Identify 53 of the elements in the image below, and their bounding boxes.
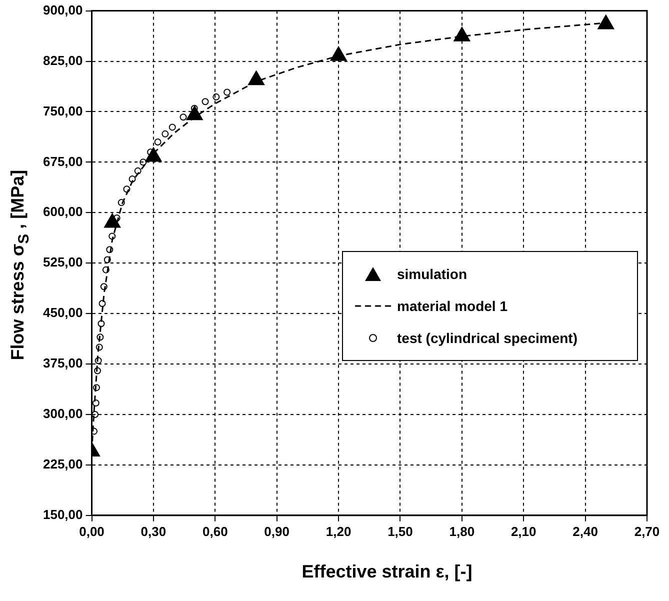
point bbox=[128, 176, 136, 182]
point bbox=[212, 93, 220, 100]
y-tick-label: 525,00 bbox=[42, 254, 83, 270]
y-tick-label: 225,00 bbox=[42, 456, 83, 472]
x-tick-label: 0,30 bbox=[140, 524, 166, 539]
point bbox=[96, 344, 103, 351]
point bbox=[162, 130, 169, 138]
point bbox=[92, 410, 99, 418]
y-tick-label: 750,00 bbox=[42, 103, 83, 118]
x-tick-label: 2,70 bbox=[634, 524, 660, 539]
y-tick-label: 150,00 bbox=[42, 506, 83, 522]
x-tick-label: 0,60 bbox=[202, 524, 228, 539]
point bbox=[104, 256, 111, 264]
point bbox=[92, 428, 98, 435]
point bbox=[96, 334, 104, 341]
y-tick-label: 900,00 bbox=[42, 2, 83, 18]
point bbox=[180, 114, 187, 121]
legend-label: simulation bbox=[397, 266, 468, 282]
y-tick-label: 825,00 bbox=[42, 52, 83, 68]
point bbox=[102, 266, 110, 274]
x-tick-label: 1,80 bbox=[449, 524, 475, 539]
point bbox=[154, 138, 162, 146]
y-tick-label: 600,00 bbox=[42, 204, 83, 220]
y-tick-label: 375,00 bbox=[42, 356, 83, 371]
x-tick-label: 2,40 bbox=[572, 524, 598, 539]
point bbox=[140, 158, 147, 166]
point bbox=[106, 246, 114, 254]
x-tick-label: 2,10 bbox=[510, 524, 536, 539]
point bbox=[224, 88, 231, 96]
x-tick-label: 0,00 bbox=[79, 524, 104, 539]
point bbox=[108, 232, 116, 240]
point bbox=[94, 357, 102, 364]
y-tick-label: 675,00 bbox=[42, 154, 83, 169]
x-axis-title: Effective strain ε, [-] bbox=[302, 562, 472, 582]
point bbox=[92, 384, 100, 392]
point bbox=[98, 300, 106, 307]
legend-label: test (cylindrical speciment) bbox=[397, 330, 578, 346]
point bbox=[98, 320, 105, 328]
y-tick-label: 450,00 bbox=[42, 305, 83, 320]
y-tick-label: 300,00 bbox=[42, 406, 83, 422]
point bbox=[118, 199, 125, 206]
legend-label: material model 1 bbox=[397, 298, 508, 314]
point bbox=[113, 214, 120, 222]
point bbox=[202, 98, 209, 106]
x-tick-label: 1,20 bbox=[326, 524, 352, 539]
point bbox=[94, 367, 102, 374]
point bbox=[168, 124, 176, 131]
point bbox=[100, 283, 108, 290]
point bbox=[92, 400, 100, 407]
x-tick-label: 0,90 bbox=[264, 524, 290, 539]
point bbox=[134, 167, 142, 174]
x-tick-label: 1,50 bbox=[388, 524, 413, 539]
point bbox=[123, 186, 130, 193]
